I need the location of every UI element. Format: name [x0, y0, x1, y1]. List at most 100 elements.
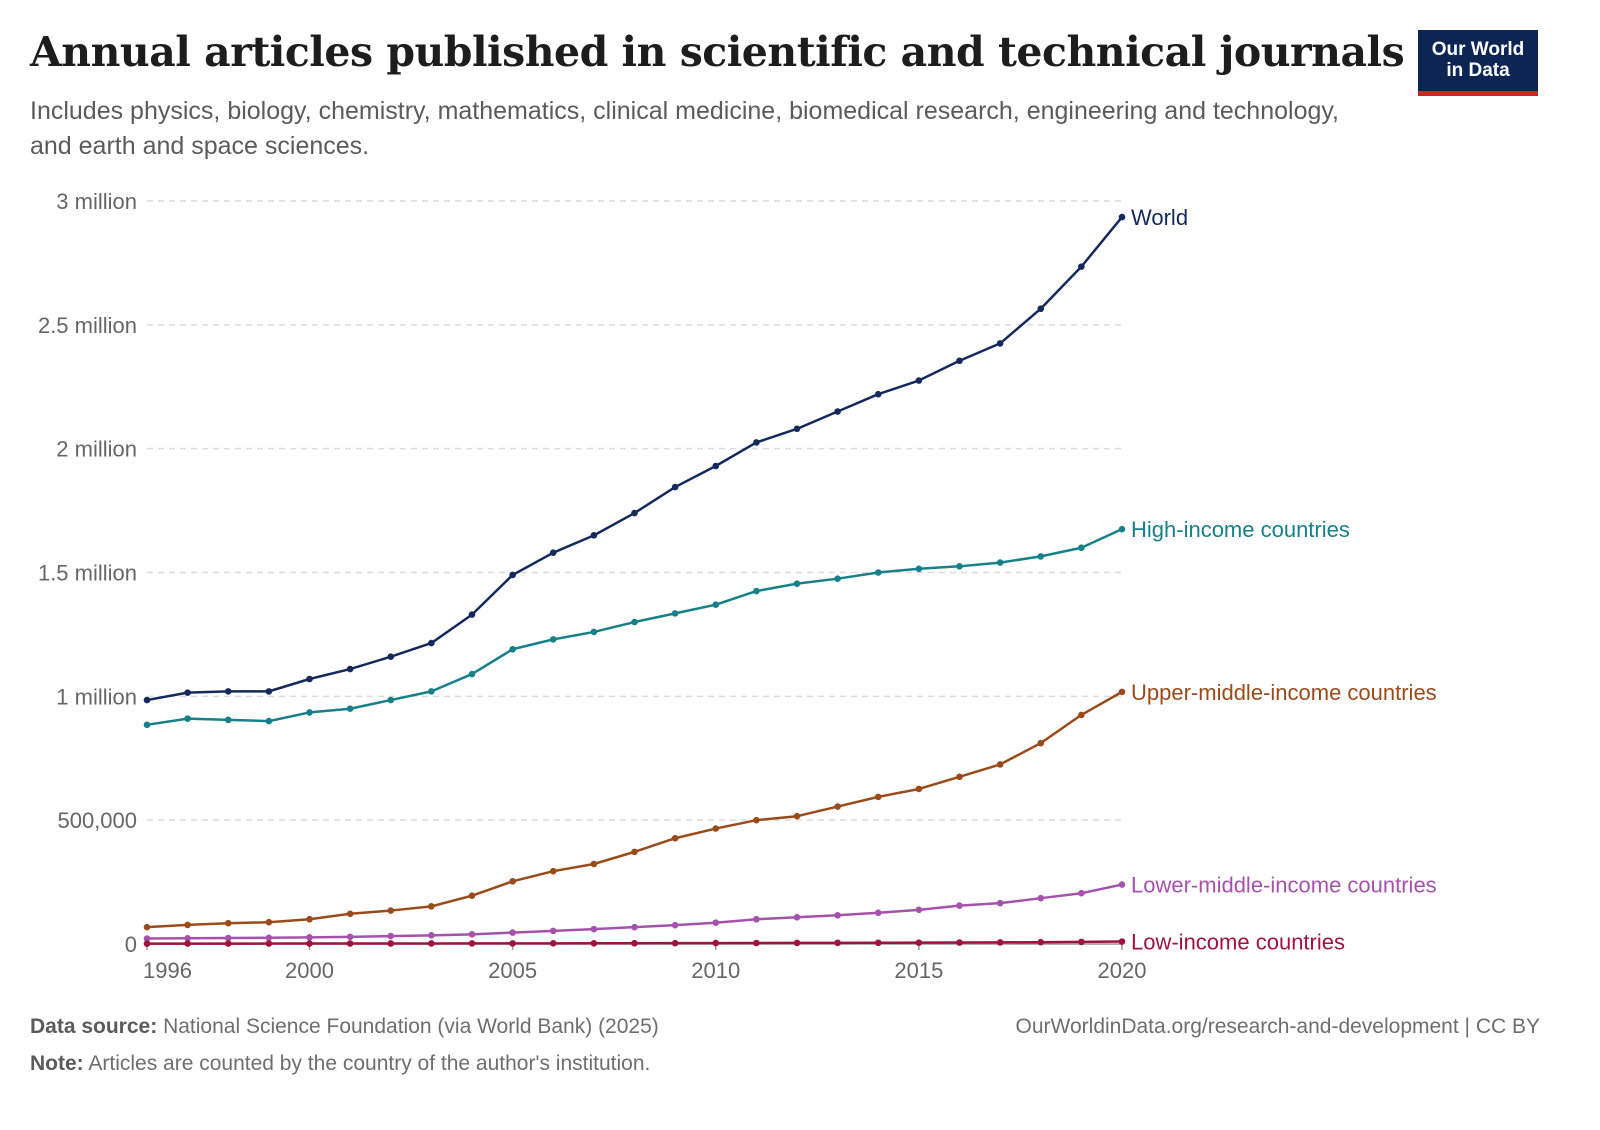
data-point[interactable] — [753, 915, 760, 923]
data-point[interactable] — [671, 939, 679, 947]
data-point[interactable] — [549, 636, 557, 643]
data-point[interactable] — [590, 939, 598, 947]
data-point[interactable] — [956, 563, 963, 570]
data-point[interactable] — [346, 705, 354, 713]
series-upper-middle-income-countries[interactable] — [143, 688, 1126, 931]
data-point[interactable] — [671, 921, 679, 929]
data-point[interactable] — [834, 803, 841, 810]
data-point[interactable] — [631, 618, 638, 626]
data-point[interactable] — [468, 940, 476, 947]
credit-link[interactable]: OurWorldinData.org/research-and-developm… — [1015, 1015, 1540, 1038]
data-point[interactable] — [1037, 894, 1045, 902]
series-line-high-income-countries[interactable] — [146, 528, 1123, 727]
series-lower-middle-income-countries[interactable] — [143, 881, 1126, 942]
data-point[interactable] — [224, 934, 232, 942]
data-point[interactable] — [184, 715, 191, 722]
series-high-income-countries[interactable] — [143, 525, 1126, 729]
data-point[interactable] — [590, 925, 598, 933]
data-point[interactable] — [793, 812, 801, 820]
data-point[interactable] — [631, 848, 638, 856]
data-point[interactable] — [346, 933, 354, 941]
data-point[interactable] — [224, 919, 232, 927]
data-point[interactable] — [184, 935, 191, 942]
data-point[interactable] — [346, 910, 354, 918]
data-point[interactable] — [224, 716, 232, 724]
data-point[interactable] — [1118, 525, 1126, 533]
data-point[interactable] — [631, 509, 638, 517]
data-point[interactable] — [468, 611, 476, 618]
data-point[interactable] — [306, 934, 313, 941]
data-point[interactable] — [956, 357, 963, 365]
data-point[interactable] — [265, 717, 273, 725]
data-point[interactable] — [428, 639, 435, 647]
data-point[interactable] — [1037, 938, 1045, 946]
data-point[interactable] — [265, 940, 273, 947]
data-point[interactable] — [956, 773, 963, 781]
data-point[interactable] — [753, 439, 760, 446]
data-point[interactable] — [306, 709, 313, 716]
data-point[interactable] — [509, 878, 516, 885]
data-point[interactable] — [428, 903, 435, 910]
data-point[interactable] — [265, 934, 273, 942]
data-point[interactable] — [428, 932, 435, 939]
owid-logo[interactable]: Our World in Data — [1418, 30, 1538, 96]
data-point[interactable] — [509, 940, 516, 947]
data-point[interactable] — [509, 645, 516, 653]
data-point[interactable] — [793, 580, 801, 587]
data-point[interactable] — [753, 816, 760, 824]
data-point[interactable] — [143, 721, 151, 729]
data-point[interactable] — [915, 785, 923, 793]
data-point[interactable] — [753, 587, 760, 595]
data-point[interactable] — [590, 628, 598, 636]
data-point[interactable] — [387, 696, 395, 704]
data-point[interactable] — [834, 408, 841, 415]
data-point[interactable] — [306, 915, 313, 923]
data-point[interactable] — [1037, 305, 1045, 313]
series-line-upper-middle-income-countries[interactable] — [146, 690, 1123, 929]
data-point[interactable] — [306, 675, 313, 683]
data-point[interactable] — [874, 939, 882, 947]
data-point[interactable] — [306, 940, 313, 947]
data-point[interactable] — [631, 939, 638, 947]
data-point[interactable] — [712, 462, 720, 470]
data-point[interactable] — [468, 670, 476, 678]
data-point[interactable] — [1078, 938, 1085, 946]
data-point[interactable] — [1118, 688, 1126, 696]
data-point[interactable] — [671, 834, 679, 842]
data-point[interactable] — [143, 940, 151, 947]
data-point[interactable] — [428, 940, 435, 947]
data-point[interactable] — [143, 923, 151, 931]
data-point[interactable] — [509, 929, 516, 936]
data-point[interactable] — [1078, 889, 1085, 897]
data-point[interactable] — [387, 907, 395, 914]
data-point[interactable] — [509, 571, 516, 579]
data-point[interactable] — [671, 483, 679, 491]
data-point[interactable] — [143, 696, 151, 704]
data-point[interactable] — [915, 377, 923, 384]
data-point[interactable] — [184, 689, 191, 696]
data-point[interactable] — [387, 940, 395, 947]
data-point[interactable] — [1078, 544, 1085, 552]
data-point[interactable] — [874, 390, 882, 398]
data-point[interactable] — [590, 860, 598, 868]
data-point[interactable] — [1078, 711, 1085, 719]
data-point[interactable] — [793, 939, 801, 947]
data-point[interactable] — [712, 601, 720, 608]
data-point[interactable] — [468, 931, 476, 938]
data-point[interactable] — [712, 825, 720, 832]
data-point[interactable] — [671, 610, 679, 617]
data-point[interactable] — [549, 940, 557, 947]
data-point[interactable] — [1118, 881, 1126, 888]
data-point[interactable] — [143, 935, 151, 942]
data-point[interactable] — [753, 939, 760, 947]
data-point[interactable] — [915, 565, 923, 573]
data-point[interactable] — [1118, 213, 1126, 221]
data-point[interactable] — [915, 906, 923, 914]
series-line-world[interactable] — [146, 216, 1123, 702]
data-point[interactable] — [834, 939, 841, 947]
series-world[interactable] — [143, 213, 1126, 704]
data-point[interactable] — [631, 923, 638, 931]
data-point[interactable] — [346, 940, 354, 947]
data-point[interactable] — [184, 921, 191, 929]
data-point[interactable] — [590, 532, 598, 539]
